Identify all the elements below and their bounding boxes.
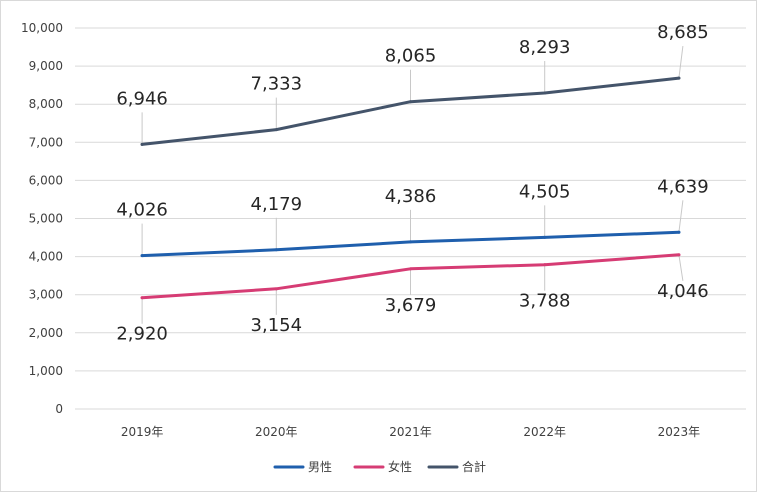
x-tick-label: 2019年 [121, 425, 164, 439]
y-tick-label: 2,000 [29, 326, 63, 340]
legend-item: 男性 [273, 460, 332, 474]
data-label: 3,788 [519, 291, 571, 312]
data-point [274, 128, 278, 132]
legend-label: 女性 [388, 459, 412, 474]
axes: 0 1,000 2,000 3,000 4,000 5,000 6,000 7,000 8,00… [21, 21, 746, 439]
data-point [543, 235, 547, 239]
legend-label: 合計 [462, 459, 486, 474]
y-tick-label: 3,000 [29, 288, 63, 302]
data-label: 4,026 [116, 200, 168, 221]
data-labels: 4,026 4,179 4,386 4,505 4,639 2,920 3,154 3,679… [116, 22, 708, 345]
data-label: 3,154 [251, 315, 303, 336]
data-label: 8,685 [657, 22, 709, 43]
series-lines [140, 76, 681, 300]
y-tick-label: 5,000 [29, 212, 63, 226]
data-point [677, 76, 681, 80]
data-point [140, 296, 144, 300]
data-point [409, 240, 412, 244]
data-label: 4,046 [657, 281, 709, 302]
y-tick-label: 10,000 [21, 21, 63, 35]
legend-item: 女性 [353, 459, 412, 474]
legend: 男性 女性 合計 [273, 459, 486, 474]
data-point [140, 142, 144, 146]
data-point [274, 287, 278, 291]
data-point [677, 253, 681, 257]
x-tick-label: 2021年 [389, 425, 432, 439]
data-point [409, 267, 412, 271]
data-label: 8,065 [385, 46, 437, 67]
data-label: 3,679 [385, 295, 437, 316]
data-point [409, 100, 412, 104]
y-tick-label: 0 [55, 402, 63, 416]
data-label: 4,179 [251, 194, 303, 215]
data-point [543, 91, 547, 95]
data-label: 7,333 [251, 74, 303, 95]
y-tick-label: 4,000 [29, 250, 63, 264]
legend-item: 合計 [427, 459, 486, 474]
y-tick-label: 6,000 [29, 173, 63, 187]
label-leader-lines [141, 46, 684, 324]
x-tick-label: 2020年 [255, 425, 298, 439]
data-label: 6,946 [116, 88, 168, 109]
x-tick-label: 2022年 [523, 425, 566, 439]
data-point [543, 263, 547, 267]
legend-label: 男性 [308, 460, 332, 474]
data-label: 2,920 [116, 324, 168, 345]
y-tick-label: 8,000 [29, 97, 63, 111]
y-tick-label: 1,000 [29, 364, 63, 378]
y-tick-label: 7,000 [29, 135, 63, 149]
leader-line [678, 254, 684, 281]
leader-line [678, 200, 684, 233]
data-label: 4,505 [519, 181, 571, 202]
x-tick-label: 2023年 [658, 425, 701, 439]
data-point [140, 254, 144, 258]
y-tick-label: 9,000 [29, 59, 63, 73]
data-point [677, 230, 681, 234]
leader-line [678, 46, 684, 79]
data-label: 4,386 [385, 186, 437, 207]
data-point [274, 248, 278, 252]
data-label: 4,639 [657, 176, 709, 197]
data-label: 8,293 [519, 37, 571, 58]
